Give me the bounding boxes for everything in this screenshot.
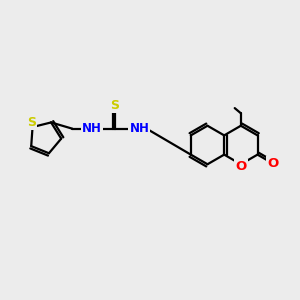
Text: S: S (110, 99, 119, 112)
Text: NH: NH (129, 122, 149, 135)
Text: O: O (267, 157, 278, 170)
Text: NH: NH (82, 122, 102, 135)
Text: O: O (235, 160, 247, 173)
Text: S: S (27, 116, 36, 129)
